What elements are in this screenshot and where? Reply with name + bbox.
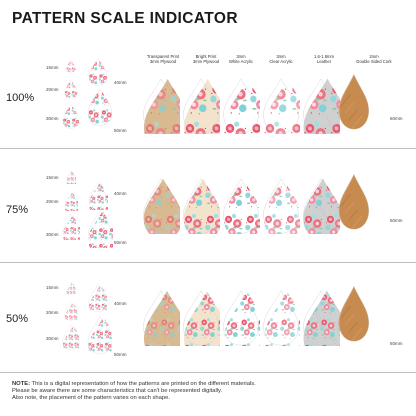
size-sample-drop: [88, 58, 108, 86]
drop-bright-plywood: [182, 178, 220, 234]
size-label-20mm: 20mm: [46, 310, 59, 315]
size-label-50mm: 50mm: [114, 128, 127, 133]
drop-white-acrylic: [222, 78, 260, 134]
column-header-bright-plywood: Bright Print 3mm Plywood: [180, 54, 232, 64]
drop-white-acrylic: [222, 290, 260, 346]
drop-transparent-plywood: [142, 178, 180, 234]
size-sample-drop: [66, 60, 76, 73]
note-label: NOTE:: [12, 381, 31, 387]
size-sample-drop: [88, 182, 108, 210]
size-sample-drop: [66, 282, 76, 295]
size-label-60mm: 60mm: [390, 218, 403, 223]
size-sample-drop: [64, 80, 78, 99]
column-header-line1: Bright Print: [195, 54, 217, 59]
drop-clear-acrylic: [262, 178, 300, 234]
row-divider: [0, 372, 416, 373]
size-label-20mm: 20mm: [46, 199, 59, 204]
size-label-30mm: 30mm: [46, 116, 59, 121]
drop-cork: [338, 74, 370, 130]
drop-bright-plywood: [182, 78, 220, 134]
size-label-40mm: 40mm: [114, 191, 127, 196]
column-header-line2: Double Sided Cork: [356, 59, 392, 64]
size-label-20mm: 20mm: [46, 87, 59, 92]
size-label-50mm: 50mm: [114, 352, 127, 357]
footnote: NOTE: This is a digital representation o…: [12, 381, 407, 403]
row-divider: [0, 148, 416, 149]
size-sample-drop: [64, 302, 78, 321]
note-text-line1: This is a digital representation of how …: [30, 381, 256, 387]
size-sample-drop: [62, 325, 80, 350]
scale-label: 75%: [6, 204, 29, 216]
drop-bright-plywood: [182, 290, 220, 346]
size-sample-drop: [66, 171, 76, 184]
scale-label: 100%: [6, 92, 35, 104]
size-sample-drop: [88, 284, 108, 312]
drop-white-acrylic: [222, 178, 260, 234]
drop-leather: [302, 290, 340, 346]
drop-cork: [338, 174, 370, 230]
column-header-line1: 1.6-1.8mm: [313, 54, 334, 59]
column-header-line2: 3mm Plywood: [149, 59, 177, 64]
scale-label: 50%: [6, 313, 29, 325]
drop-clear-acrylic: [262, 78, 300, 134]
size-label-15mm: 15mm: [46, 175, 59, 180]
column-header-line2: Leather: [316, 59, 332, 64]
note-text-line3: Also note, the placement of the pattern …: [12, 395, 170, 402]
drop-transparent-plywood: [142, 290, 180, 346]
size-label-30mm: 30mm: [46, 232, 59, 237]
column-header-line2: 3mm Plywood: [192, 59, 220, 64]
size-label-30mm: 30mm: [46, 336, 59, 341]
column-header-line1: 2mm: [369, 54, 379, 59]
size-label-60mm: 60mm: [390, 341, 403, 346]
note-text-line2: Please be aware there are some character…: [12, 388, 223, 395]
drop-cork: [338, 286, 370, 342]
size-label-50mm: 50mm: [114, 240, 127, 245]
column-header-line2: White Acrylic: [229, 59, 253, 64]
column-header-white-acrylic: 3mm White Acrylic: [215, 54, 267, 64]
size-label-15mm: 15mm: [46, 65, 59, 70]
size-sample-drop: [87, 316, 113, 354]
size-label-40mm: 40mm: [114, 80, 127, 85]
size-sample-drop: [87, 210, 113, 248]
size-label-40mm: 40mm: [114, 301, 127, 306]
column-header-line2: Clear Acrylic: [269, 59, 293, 64]
drop-leather: [302, 178, 340, 234]
column-header-line1: 3mm: [276, 54, 286, 59]
column-header-line1: Transparent Print: [146, 54, 180, 59]
drop-clear-acrylic: [262, 290, 300, 346]
column-header-transparent-plywood: Transparent Print 3mm Plywood: [137, 54, 189, 64]
column-header-leather: 1.6-1.8mm Leather: [298, 54, 350, 64]
column-header-clear-acrylic: 3mm Clear Acrylic: [255, 54, 307, 64]
size-sample-drop: [62, 215, 80, 240]
page-title: PATTERN SCALE INDICATOR: [12, 10, 238, 27]
size-label-60mm: 60mm: [390, 116, 403, 121]
size-label-15mm: 15mm: [46, 285, 59, 290]
size-sample-drop: [87, 88, 113, 126]
drop-transparent-plywood: [142, 78, 180, 134]
size-sample-drop: [62, 104, 80, 129]
column-header-cork: 2mm Double Sided Cork: [348, 54, 400, 64]
row-divider: [0, 262, 416, 263]
size-sample-drop: [64, 192, 78, 211]
column-header-line1: 3mm: [236, 54, 246, 59]
drop-leather: [302, 78, 340, 134]
